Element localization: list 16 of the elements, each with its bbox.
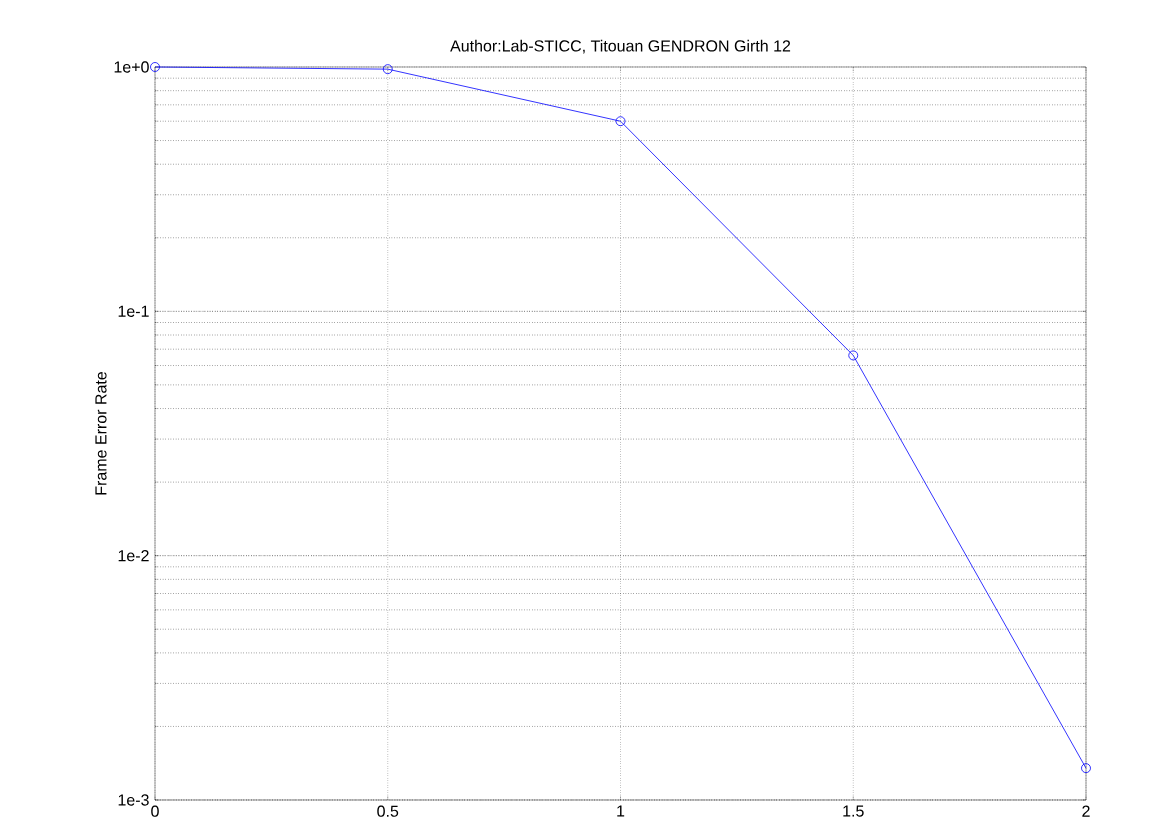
- x-tick-label: 0: [151, 805, 159, 817]
- point: [615, 116, 626, 127]
- point: [382, 64, 393, 75]
- x-tick-label: 1: [617, 805, 625, 817]
- x-tick-label: 1.5: [843, 805, 864, 817]
- y-axis-title: Frame Error Rate: [95, 371, 107, 495]
- x-tick-label: 0.5: [377, 805, 399, 817]
- point: [1081, 763, 1091, 774]
- x-tick-label: 2: [1082, 805, 1090, 817]
- chart-title: Author:Lab-STICC, Titouan GENDRON Girth 12: [450, 39, 791, 54]
- point: [150, 62, 160, 72]
- y-tick-label: 1e+0: [114, 61, 149, 73]
- y-tick-label: 1e-2: [118, 550, 149, 562]
- y-tick-label: 1e-3: [118, 794, 149, 806]
- y-tick-label: 1e-1: [118, 305, 149, 317]
- point: [848, 350, 859, 361]
